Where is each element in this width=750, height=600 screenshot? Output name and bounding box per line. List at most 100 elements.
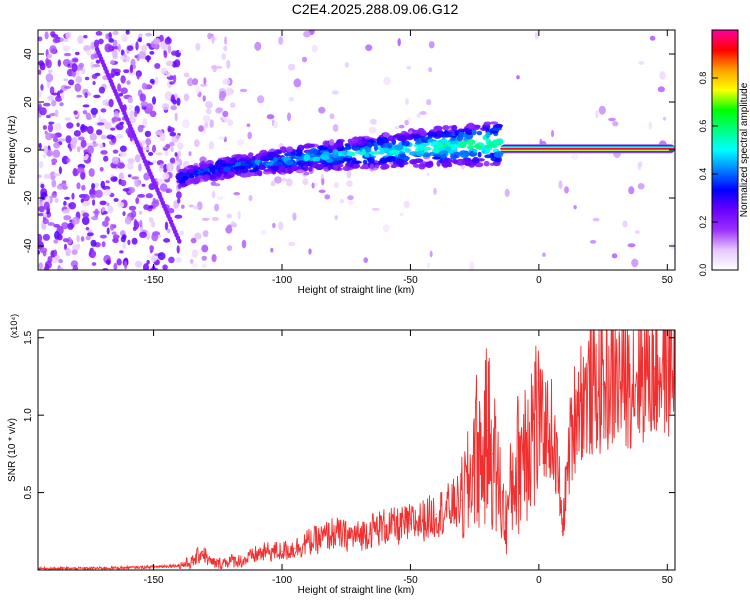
snr-x-label: Height of straight line (km) (298, 585, 415, 596)
spectrogram-noise-blob (318, 106, 326, 114)
spectrogram-y-tick-label-4: -40 (23, 238, 34, 253)
spectrogram-noise-blob (46, 114, 51, 119)
spectrogram-noise-blob (45, 59, 52, 69)
snr-point (422, 519, 424, 522)
spectrogram-noise-blob (221, 53, 227, 60)
spectrogram-band-blob (364, 153, 370, 158)
spectrogram-noise-blob (72, 167, 78, 177)
spectrogram-noise-blob (38, 90, 42, 99)
spectrogram-noise-blob (206, 108, 212, 115)
spectrogram-noise-blob (135, 197, 140, 205)
spectrogram-noise-blob (77, 136, 85, 141)
spectrogram-noise-blob (233, 192, 240, 196)
colorbar-tick-label-4: 0.8 (698, 72, 708, 85)
spectrogram-x-tick-label-4: 50 (662, 275, 674, 286)
spectrogram-noise-blob (65, 32, 72, 39)
spectrogram-noise-blob (246, 123, 251, 128)
spectrogram-noise-blob (73, 130, 81, 137)
spectrogram-band-blob (404, 148, 411, 153)
spectrogram-noise-blob (151, 232, 159, 242)
spectrogram-band-blob (214, 172, 222, 177)
spectrogram-noise-blob (222, 78, 231, 85)
spectrogram-noise-blob (148, 205, 154, 209)
spectrogram-noise-blob (93, 94, 101, 99)
spectrogram-band-blob (263, 168, 272, 172)
spectrogram-noise-blob (77, 147, 81, 153)
spectrogram-noise-blob (159, 163, 164, 169)
spectrogram-noise-blob (112, 30, 119, 36)
spectrogram-noise-blob (80, 236, 85, 242)
spectrogram-band-blob (303, 154, 311, 161)
spectrogram-noise-blob (49, 86, 55, 95)
spectrogram-noise-blob (211, 190, 216, 199)
spectrogram-noise-blob (102, 99, 110, 106)
spectrogram-band-blob (244, 162, 253, 168)
snr-point (653, 368, 656, 370)
snr-point (178, 564, 180, 567)
spectrogram-noise-blob (103, 155, 109, 162)
spectrogram-noise-blob (68, 202, 77, 210)
spectrogram-noise-blob (130, 210, 137, 218)
spectrogram-noise-blob (77, 35, 84, 45)
spectrogram-noise-blob (106, 134, 115, 140)
spectrogram-noise-blob (92, 199, 96, 206)
spectrogram-noise-blob (137, 124, 144, 133)
spectrogram-noise-blob (38, 60, 44, 67)
snr-point (435, 513, 437, 515)
spectrogram-noise-blob (82, 212, 90, 218)
spectrogram-noise-blob (150, 220, 156, 228)
spectrogram-noise-blob (183, 93, 190, 102)
snr-point (397, 526, 399, 528)
spectrogram-band-blob (422, 152, 431, 158)
spectrogram-band-blob (461, 140, 467, 148)
spectrogram-band-blob (440, 133, 447, 138)
spectrogram-y-tick-label-1: 20 (23, 96, 34, 108)
spectrogram-noise-blob (72, 264, 79, 270)
spectrogram-noise-blob (426, 262, 431, 269)
spectrogram-band-blob (215, 159, 225, 167)
spectrogram-band-blob (418, 163, 426, 170)
spectrogram-noise-blob (55, 95, 63, 102)
spectrogram-x-ticks: -150 -100 -50 0 50 (144, 30, 674, 286)
spectrogram-noise-blob (146, 103, 154, 112)
spectrogram-band-blob (302, 165, 308, 169)
spectrogram-band-blob (271, 165, 280, 171)
spectrogram-noise-blob (154, 63, 161, 69)
spectrogram-noise-blob (164, 221, 169, 231)
spectrogram-noise-blob (211, 216, 219, 222)
spectrogram-noise-blob (103, 189, 112, 196)
spectrogram-noise-blob (199, 156, 207, 163)
spectrogram-band-blob (401, 140, 410, 147)
spectrogram-noise-blob (634, 230, 640, 234)
spectrogram-noise-blob (39, 161, 44, 169)
spectrogram-noise-blob (76, 182, 81, 190)
spectrogram-noise-blob (138, 163, 142, 172)
spectrogram-noise-blob (54, 254, 60, 261)
spectrogram-noise-blob (108, 98, 114, 108)
spectrogram-noise-blob (183, 72, 190, 78)
spectrogram-noise-blob (72, 58, 79, 63)
spectrogram-noise-blob (98, 115, 102, 122)
spectrogram-noise-blob (85, 235, 91, 241)
spectrogram-noise-blob (426, 99, 432, 106)
spectrogram-noise-blob (399, 212, 404, 217)
spectrogram-noise-blob (200, 83, 208, 87)
spectrogram-noise-blob (260, 229, 267, 235)
spectrogram-noise-blob (192, 78, 199, 86)
snr-point (294, 547, 296, 549)
spectrogram-noise-blob (404, 119, 409, 126)
snr-x-ticks: -150 -100 -50 0 50 (144, 330, 673, 586)
spectrogram-band-blob (413, 133, 421, 139)
spectrogram-noise-blob (88, 168, 95, 177)
spectrogram-noise-blob (542, 252, 546, 257)
spectrogram-noise-blob (63, 78, 69, 82)
spectrogram-band-blob (182, 168, 188, 173)
spectrogram-band-blob (366, 142, 373, 148)
spectrogram-noise-blob (469, 261, 475, 270)
spectrogram-noise-blob (166, 162, 174, 172)
spectrogram-noise-blob (170, 146, 174, 152)
spectrogram-noise-blob (150, 255, 158, 262)
spectrogram-noise-blob (208, 141, 215, 150)
spectrogram-noise-blob (428, 41, 435, 49)
spectrogram-noise-blob (133, 110, 138, 118)
